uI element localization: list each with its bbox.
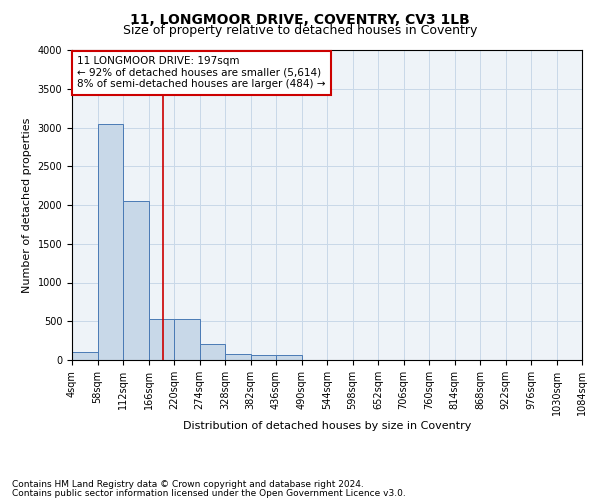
Text: Contains HM Land Registry data © Crown copyright and database right 2024.: Contains HM Land Registry data © Crown c… [12, 480, 364, 489]
Bar [276, 356, 302, 360]
Bar [72, 352, 97, 360]
X-axis label: Distribution of detached houses by size in Coventry: Distribution of detached houses by size … [183, 420, 471, 430]
Bar [200, 344, 225, 360]
Bar [123, 201, 149, 360]
Text: Size of property relative to detached houses in Coventry: Size of property relative to detached ho… [123, 24, 477, 37]
Bar [225, 354, 251, 360]
Bar [97, 124, 123, 360]
Text: Contains public sector information licensed under the Open Government Licence v3: Contains public sector information licen… [12, 488, 406, 498]
Text: 11, LONGMOOR DRIVE, COVENTRY, CV3 1LB: 11, LONGMOOR DRIVE, COVENTRY, CV3 1LB [130, 12, 470, 26]
Text: 11 LONGMOOR DRIVE: 197sqm
← 92% of detached houses are smaller (5,614)
8% of sem: 11 LONGMOOR DRIVE: 197sqm ← 92% of detac… [77, 56, 326, 90]
Bar [174, 319, 199, 360]
Bar [149, 319, 174, 360]
Y-axis label: Number of detached properties: Number of detached properties [22, 118, 32, 292]
Bar [251, 356, 276, 360]
